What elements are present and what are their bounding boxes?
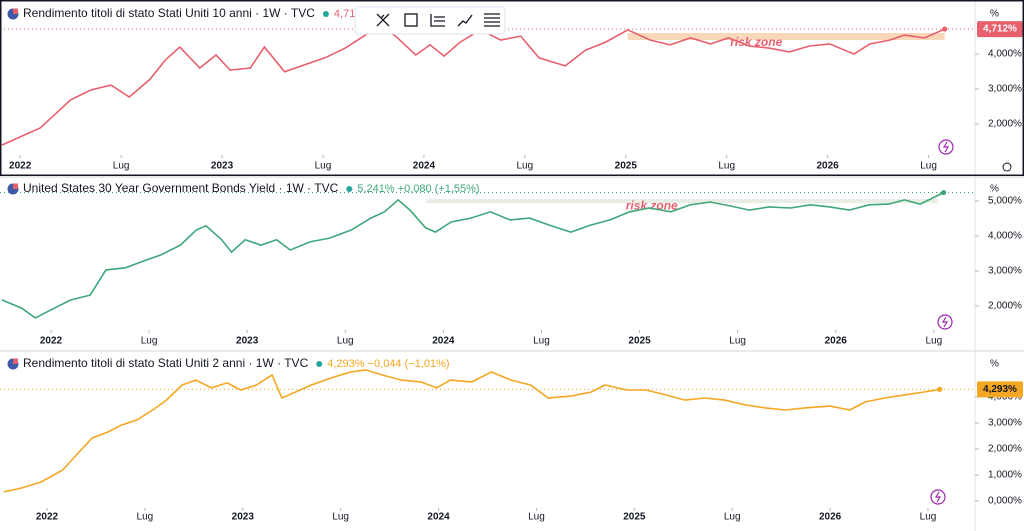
x-tick-label: Lug — [315, 161, 332, 172]
y-tick-label: 5,000% — [988, 196, 1022, 207]
chart-title: Rendimento titoli di stato Stati Uniti 1… — [23, 6, 315, 20]
price-label-bg — [977, 381, 1023, 398]
settings-icon[interactable] — [1002, 162, 1012, 172]
x-tick-label: Lug — [729, 336, 746, 347]
line — [1, 22, 946, 146]
x-tick-label: Lug — [528, 512, 545, 523]
y-tick-label: 2,000% — [988, 444, 1022, 455]
toolbar — [354, 6, 506, 35]
x-tick-label: Lug — [141, 336, 158, 347]
tool-icon[interactable] — [430, 14, 445, 27]
risk-zone — [627, 33, 945, 41]
y-tick-label: 3,000% — [988, 84, 1022, 95]
y-tick-label: 3,000% — [988, 418, 1022, 429]
last-point — [941, 189, 947, 196]
flash-icon[interactable] — [938, 139, 954, 155]
x-tick-label: 2023 — [236, 336, 259, 347]
flash-icon[interactable] — [930, 489, 946, 505]
x-tick-label: 2022 — [9, 161, 32, 172]
last-point — [937, 386, 943, 392]
x-tick-label: Lug — [113, 161, 130, 172]
x-tick-label: 2025 — [623, 512, 646, 523]
x-tick-label: Lug — [920, 161, 937, 172]
tool-icon[interactable] — [484, 13, 500, 27]
settings-icon[interactable] — [1002, 162, 1012, 172]
x-tick-label: 2025 — [615, 161, 638, 172]
panel: risk zone 2,000% 3,000% 4,000% 5,000% 2022 Lug… — [0, 181, 1022, 347]
x-tick-label: Lug — [925, 336, 942, 347]
tool-icon[interactable] — [457, 14, 473, 27]
x-tick-label: Lug — [137, 512, 154, 523]
x-tick-label: 2024 — [432, 336, 455, 347]
x-tick-label: 2025 — [628, 336, 651, 347]
chart-title: Rendimento titoli di stato Stati Uniti 2… — [23, 356, 309, 370]
risk-zone — [425, 198, 938, 204]
flag-icons — [7, 8, 19, 370]
panel: 0,000%1,000%2,000%3,000%4,000%2022Lug202… — [0, 356, 1023, 523]
tool-icon[interactable] — [376, 13, 390, 27]
x-tick-label: 2024 — [427, 512, 450, 523]
flag-icon — [13, 183, 18, 189]
x-tick-label: Lug — [517, 161, 534, 172]
flash-icon — [942, 141, 950, 153]
flash-icons — [930, 139, 954, 505]
toolbar-bg — [354, 6, 506, 35]
y-tick-label: 2,000% — [988, 301, 1022, 312]
price-label-bg — [977, 21, 1023, 38]
header-value: 4,293% −0,044 (−1,01%) — [327, 358, 449, 370]
selected-border — [0, 0, 1024, 176]
line — [1, 191, 944, 319]
y-tick-label: 4,000% — [988, 231, 1022, 242]
flash-icon — [934, 491, 942, 503]
y-tick-label: 1,000% — [988, 470, 1022, 481]
line — [3, 369, 940, 493]
price-label: 4,712% — [983, 24, 1017, 35]
flash-icon[interactable] — [937, 314, 953, 330]
y-tick-label: 0,000% — [988, 496, 1022, 507]
x-tick-label: 2022 — [36, 512, 59, 523]
status-dot — [322, 11, 329, 17]
status-dot — [316, 361, 323, 367]
x-tick-label: 2022 — [40, 336, 63, 347]
chart-title: United States 30 Year Government Bonds Y… — [23, 181, 339, 195]
status-dot — [346, 186, 353, 192]
x-tick-label: 2026 — [817, 161, 840, 172]
x-tick-label: Lug — [332, 512, 349, 523]
header-value: 5,241% +0,080 (+1,55%) — [357, 183, 479, 195]
y-tick-label: 3,000% — [988, 266, 1022, 277]
x-tick-label: Lug — [533, 336, 550, 347]
flash-icon — [941, 316, 949, 328]
y-tick-label: 4,000% — [988, 49, 1022, 60]
x-tick-label: 2023 — [211, 161, 234, 172]
axis-unit: % — [990, 9, 999, 20]
x-tick-label: Lug — [337, 336, 354, 347]
x-tick-label: 2023 — [232, 512, 255, 523]
x-tick-label: 2026 — [819, 512, 842, 523]
plots: risk zone 2,000% 3,000% 4,000% 2022 Lug 2023 Lu… — [0, 6, 1023, 523]
flag-icon — [13, 8, 18, 14]
x-tick-label: Lug — [718, 161, 735, 172]
x-tick-label: 2026 — [825, 336, 848, 347]
axis-unit: % — [990, 184, 999, 195]
axis-unit: % — [990, 359, 999, 370]
flag-icon — [13, 358, 18, 364]
x-tick-label: Lug — [920, 512, 937, 523]
x-tick-label: Lug — [724, 512, 741, 523]
annotation: risk zone — [730, 35, 782, 49]
price-label: 4,293% — [983, 384, 1017, 395]
x-tick-label: 2024 — [413, 161, 436, 172]
last-point — [942, 26, 948, 32]
annotation: risk zone — [626, 198, 678, 212]
tool-icon[interactable] — [404, 13, 418, 27]
y-tick-label: 2,000% — [988, 119, 1022, 130]
